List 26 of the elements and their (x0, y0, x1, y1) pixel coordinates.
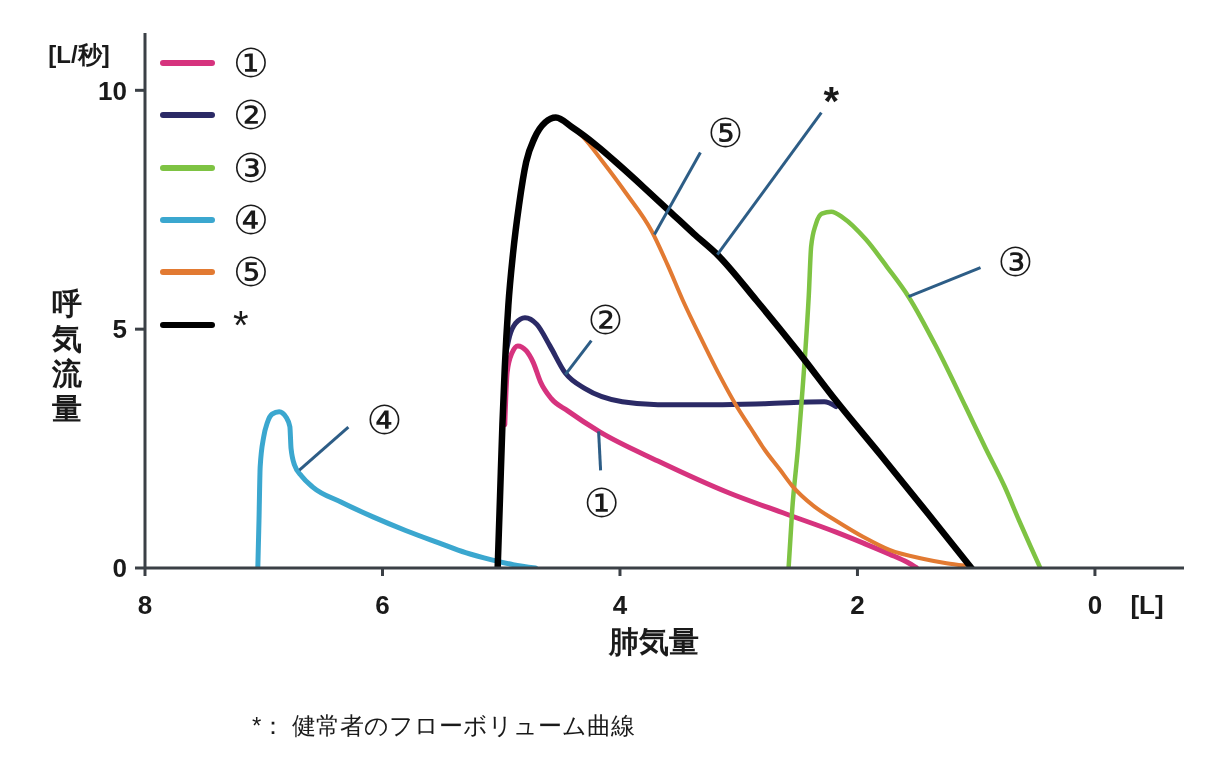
legend-label: ⑤ (233, 250, 269, 295)
annotation: * (823, 78, 840, 123)
annotation: ⑤ (707, 110, 744, 155)
annotation: ④ (366, 398, 403, 443)
y-tick-label: 10 (98, 75, 127, 106)
x-tick-label: 4 (612, 590, 628, 621)
y-tick-label: 5 (112, 314, 127, 345)
x-axis-title: 肺気量 (608, 624, 699, 658)
y-tick-label: 0 (112, 553, 127, 584)
legend-label: ③ (233, 145, 269, 190)
line-series (786, 209, 1043, 568)
text: [L/秒] (48, 40, 110, 68)
legend-label: * (233, 302, 249, 347)
text: [L] (1130, 590, 1164, 620)
annotation: ③ (997, 239, 1034, 284)
legend-label: ② (233, 93, 269, 138)
x-tick-label: 2 (850, 590, 865, 621)
legend-label: ④ (233, 198, 269, 243)
y-axis-title: 呼気流量 (51, 286, 83, 425)
annotation: ② (587, 297, 624, 342)
text: *： 健常者のフローボリューム曲線 (252, 711, 636, 739)
x-tick-label: 6 (375, 590, 390, 621)
x-tick-label: 0 (1087, 590, 1103, 621)
x-tick-label: 8 (137, 590, 153, 621)
annotation: ① (583, 481, 620, 526)
legend-label: ① (233, 41, 269, 86)
